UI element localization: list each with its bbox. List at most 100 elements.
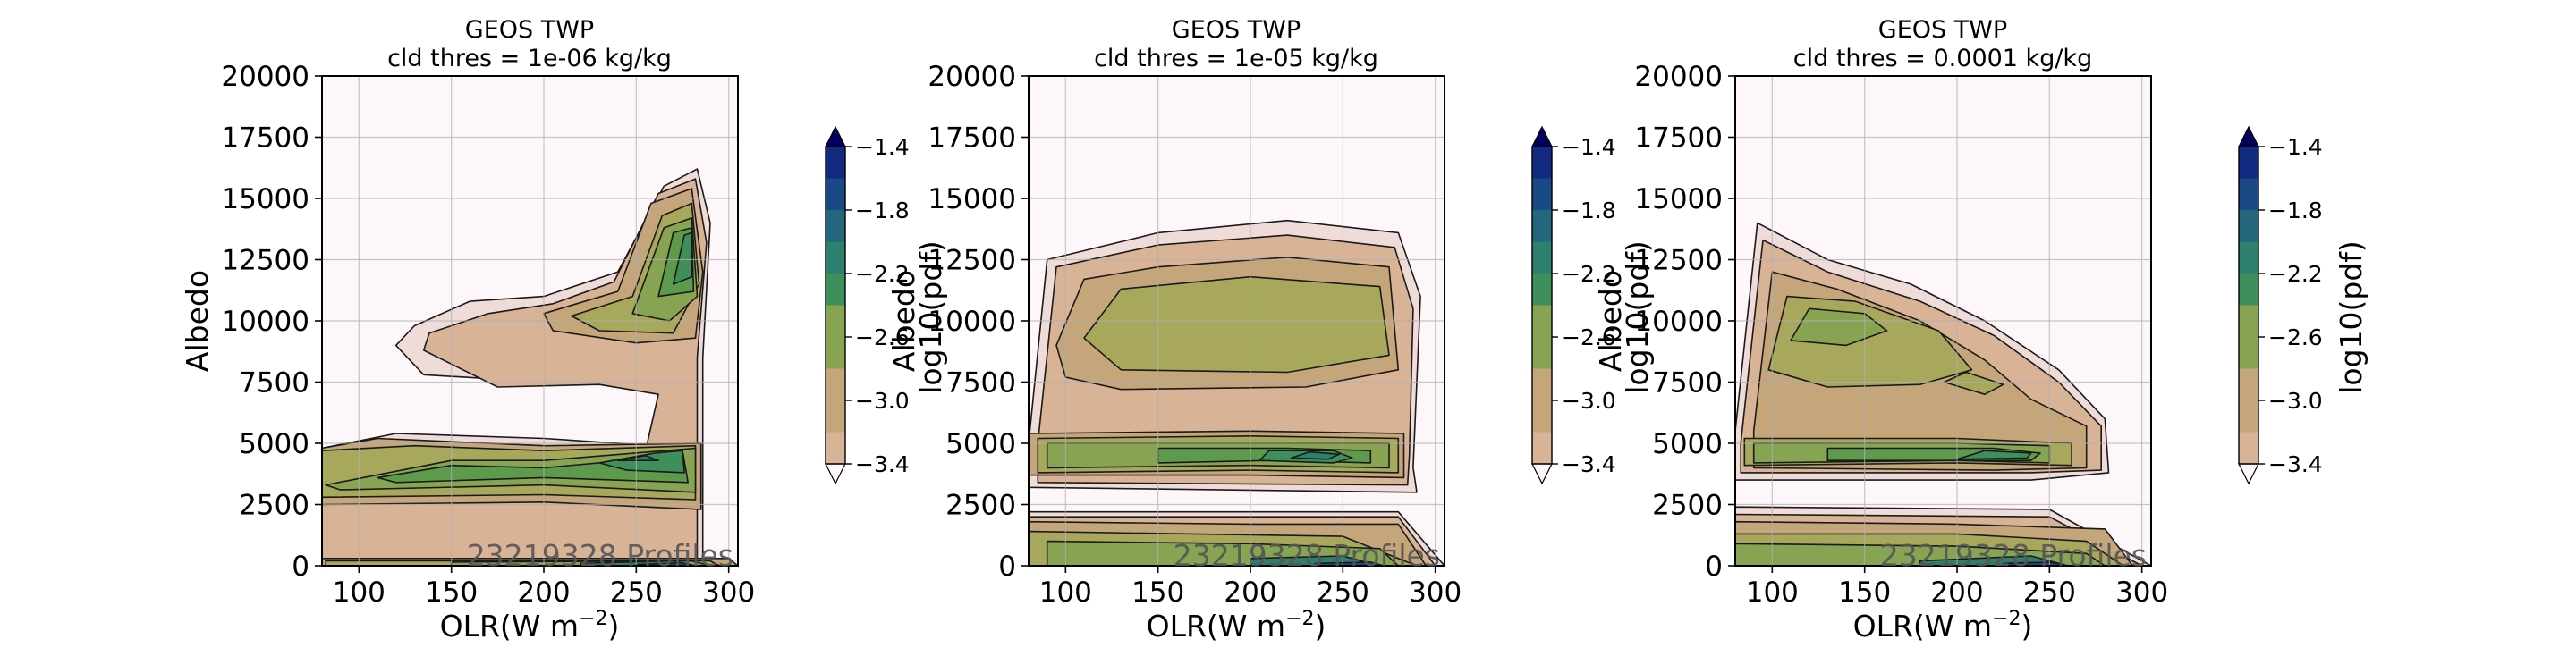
contour-region <box>1956 450 2032 460</box>
panel-3-ylabel: Albedo <box>1593 270 1628 372</box>
y-tick-label: 0 <box>1705 551 1723 583</box>
x-tick-label: 300 <box>2115 576 2168 609</box>
panel-3-annotation: 23219328 Profiles <box>1880 538 2147 573</box>
panel-1-colorbar-label: log10(pdf) <box>913 240 948 394</box>
colorbar-segment <box>2239 178 2258 210</box>
panel-2-title-line2: cld thres = 1e-05 kg/kg <box>1094 45 1378 72</box>
colorbar-segment <box>2239 210 2258 242</box>
colorbar-tick-label: −1.8 <box>855 198 910 223</box>
colorbar-segment <box>2239 305 2258 337</box>
x-tick-label: 100 <box>1746 576 1799 609</box>
colorbar-tick-label: −1.4 <box>855 134 910 160</box>
colorbar-tick-label: −3.0 <box>2268 388 2323 414</box>
colorbar-extend-min <box>1531 463 1553 485</box>
panel-3-axes: 100 150 200 250 300 0 2500 5000 7500 10000 12500 15… <box>1634 61 2168 609</box>
y-tick-label: 2500 <box>239 490 309 522</box>
y-tick-label: 10000 <box>928 306 1016 338</box>
colorbar-tick-label: −3.4 <box>1562 451 1616 477</box>
y-tick-label: 17500 <box>928 122 1016 155</box>
panel-2-grid <box>1029 75 1445 567</box>
panel-1-annotation: 23219328 Profiles <box>467 538 733 573</box>
panel-3-colorbar: −1.4 −1.8 −2.2 −2.6 −3.0 −3.4 <box>2238 125 2323 485</box>
colorbar-extend-max <box>2238 125 2259 147</box>
colorbar-tick-label: −1.8 <box>1562 198 1616 223</box>
colorbar-segment <box>826 210 845 242</box>
colorbar-extend-min <box>825 463 846 485</box>
panel-3-xlabel: OLR(W m−2) <box>1853 608 2033 644</box>
y-tick-label: 2500 <box>1652 490 1723 522</box>
colorbar-extend-min <box>2238 463 2259 485</box>
panel-2-axes: 100 150 200 250 300 0 2500 5000 7500 10000 12500 15… <box>928 61 1462 609</box>
colorbar-segment <box>1532 368 1552 400</box>
colorbar-extend-max <box>1531 125 1553 147</box>
colorbar-tick-label: −3.4 <box>855 451 910 477</box>
colorbar-segment <box>1532 305 1552 337</box>
x-tick-label: 200 <box>1930 576 1983 609</box>
colorbar-segment <box>826 432 845 464</box>
y-tick-label: 12500 <box>221 245 309 277</box>
colorbar-segment <box>826 368 845 400</box>
panel-1-title-line1: GEOS TWP <box>465 16 594 44</box>
panel-1-colorbar: −1.4 −1.8 −2.2 −2.6 −3.0 −3.4 <box>825 125 910 485</box>
colorbar-segment <box>826 178 845 210</box>
contour-region <box>598 450 685 474</box>
colorbar-segment <box>1532 337 1552 369</box>
panel-1-ylabel: Albedo <box>180 270 215 372</box>
y-tick-label: 0 <box>292 551 309 583</box>
panel-2-title-line1: GEOS TWP <box>1172 16 1301 44</box>
panel-2-ylabel: Albedo <box>886 270 921 372</box>
contour-region <box>672 231 693 285</box>
contour-region <box>616 454 659 462</box>
y-tick-label: 12500 <box>928 245 1016 277</box>
y-tick-label: 7500 <box>1652 367 1723 400</box>
colorbar-tick-label: −1.4 <box>1562 134 1616 160</box>
colorbar-tick-label: −1.4 <box>2268 134 2323 160</box>
y-tick-label: 0 <box>998 551 1016 583</box>
y-tick-label: 5000 <box>239 428 309 460</box>
colorbar-tick-label: −2.2 <box>2268 261 2323 287</box>
colorbar-extend-max <box>825 125 846 147</box>
panel-3-colorbar-label: log10(pdf) <box>2334 240 2368 394</box>
contour-region <box>1943 371 2004 396</box>
y-tick-label: 17500 <box>221 122 309 155</box>
panel-2-colorbar: −1.4 −1.8 −2.2 −2.6 −3.0 −3.4 <box>1531 125 1616 485</box>
colorbar-segment <box>1532 274 1552 306</box>
y-tick-label: 20000 <box>1634 61 1723 93</box>
x-tick-label: 100 <box>333 576 386 609</box>
y-tick-label: 17500 <box>1634 122 1723 155</box>
colorbar-segment <box>826 274 845 306</box>
y-tick-label: 5000 <box>1652 428 1723 460</box>
colorbar-tick-label: −3.0 <box>1562 388 1616 414</box>
colorbar-tick-label: −2.6 <box>1562 324 1616 350</box>
panel-1-title-line2: cld thres = 1e-06 kg/kg <box>387 45 672 72</box>
x-tick-label: 150 <box>425 576 478 609</box>
panel-2: GEOS TWP cld thres = 1e-05 kg/kg 100 150 2… <box>886 16 1655 644</box>
colorbar-segment <box>2239 337 2258 369</box>
colorbar-segment <box>1532 147 1552 179</box>
colorbar-frame <box>2238 146 2259 465</box>
panel-2-colorbar-label: log10(pdf) <box>1620 240 1655 394</box>
colorbar-tick-label: −2.2 <box>855 261 910 287</box>
y-tick-label: 10000 <box>221 306 309 338</box>
contour-region <box>1790 307 1888 347</box>
colorbar-segment <box>826 337 845 369</box>
y-tick-label: 12500 <box>1634 245 1723 277</box>
x-tick-label: 200 <box>1224 576 1276 609</box>
colorbar-segment <box>826 147 845 179</box>
x-tick-label: 250 <box>610 576 663 609</box>
x-tick-label: 100 <box>1039 576 1092 609</box>
colorbar-tick-label: −2.6 <box>855 324 910 350</box>
colorbar-segment <box>2239 274 2258 306</box>
panel-3-title-line1: GEOS TWP <box>1878 16 2007 44</box>
x-tick-label: 300 <box>1409 576 1462 609</box>
colorbar-tick-label: −2.2 <box>1562 261 1616 287</box>
colorbar-segment <box>1532 210 1552 242</box>
colorbar-segment <box>1532 432 1552 464</box>
panel-1: GEOS TWP cld thres = 1e-06 kg/kg 100 150 2… <box>180 16 948 644</box>
y-tick-label: 15000 <box>928 183 1016 215</box>
x-tick-label: 250 <box>2023 576 2076 609</box>
colorbar-segment <box>1532 241 1552 274</box>
contour-region <box>1290 450 1340 460</box>
colorbar-tick-label: −3.0 <box>855 388 910 414</box>
